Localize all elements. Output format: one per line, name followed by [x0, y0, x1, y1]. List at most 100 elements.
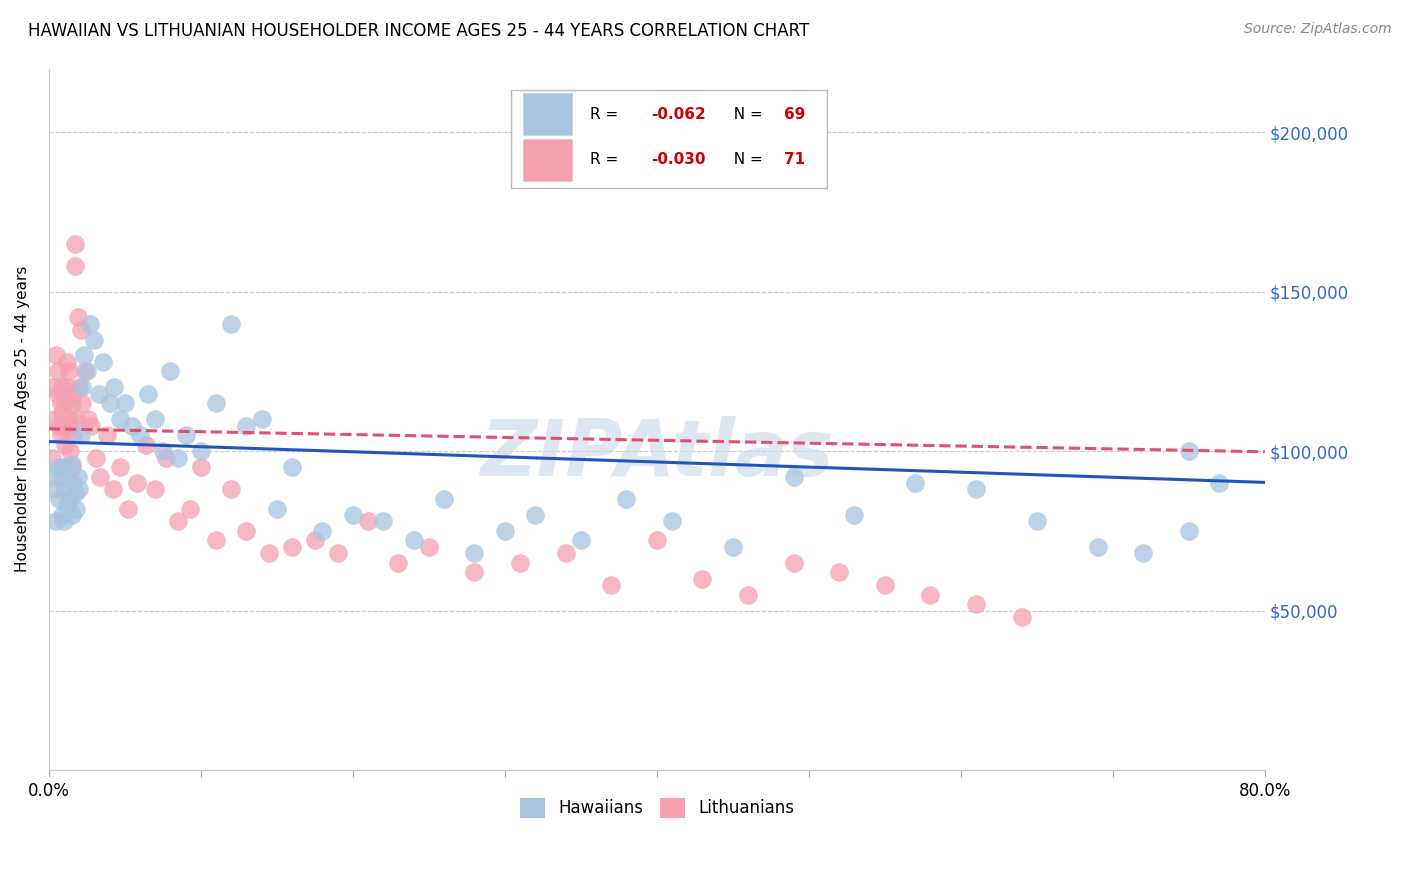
Point [79, 317, 101, 331]
Point [326, 546, 349, 560]
Text: ZIPAtlas: ZIPAtlas [479, 417, 834, 492]
Point [63, 485, 86, 500]
Point [103, 380, 125, 394]
Bar [523, 93, 572, 136]
Point [75, 364, 97, 378]
Point [1025, 514, 1047, 528]
Point [357, 514, 380, 528]
Point [70, 396, 93, 410]
Point [56, 355, 79, 369]
Text: -0.030: -0.030 [651, 153, 706, 167]
Point [46, 364, 69, 378]
Bar [523, 138, 572, 181]
Point [60, 457, 83, 471]
Point [73, 349, 96, 363]
Point [58, 364, 80, 378]
Point [433, 491, 456, 506]
Point [48, 491, 70, 506]
Point [155, 450, 177, 465]
Point [167, 450, 190, 465]
Point [167, 514, 190, 528]
Point [101, 483, 124, 497]
Point [965, 483, 987, 497]
Text: 71: 71 [785, 153, 806, 167]
Point [70, 380, 93, 394]
Point [108, 460, 131, 475]
Point [49, 469, 72, 483]
Point [55, 438, 77, 452]
Point [463, 546, 485, 560]
Point [60, 396, 83, 410]
Point [55, 483, 77, 497]
Point [108, 412, 131, 426]
Point [52, 460, 75, 475]
Y-axis label: Householder Income Ages 25 - 44 years: Householder Income Ages 25 - 44 years [15, 266, 30, 573]
Point [219, 483, 242, 497]
Point [304, 533, 326, 548]
Point [661, 514, 683, 528]
Point [66, 469, 89, 483]
Point [1087, 540, 1109, 554]
Point [60, 508, 83, 522]
Point [524, 508, 547, 522]
Point [645, 533, 668, 548]
Point [51, 380, 73, 394]
Text: Source: ZipAtlas.com: Source: ZipAtlas.com [1244, 22, 1392, 37]
Text: HAWAIIAN VS LITHUANIAN HOUSEHOLDER INCOME AGES 25 - 44 YEARS CORRELATION CHART: HAWAIIAN VS LITHUANIAN HOUSEHOLDER INCOM… [28, 22, 810, 40]
Point [190, 460, 212, 475]
Point [41, 450, 63, 465]
Point [1178, 444, 1201, 458]
Point [58, 412, 80, 426]
Point [52, 418, 75, 433]
Point [45, 514, 67, 528]
Point [89, 469, 111, 483]
Point [67, 483, 90, 497]
Point [65, 412, 87, 426]
Point [51, 508, 73, 522]
Point [48, 418, 70, 433]
Point [45, 349, 67, 363]
Point [494, 524, 516, 538]
Point [281, 460, 304, 475]
Point [965, 597, 987, 611]
Point [114, 396, 136, 410]
Point [59, 444, 82, 458]
Point [402, 533, 425, 548]
Point [844, 508, 866, 522]
Point [121, 418, 143, 433]
Point [46, 386, 69, 401]
Point [96, 428, 118, 442]
Point [190, 444, 212, 458]
Point [205, 533, 228, 548]
Point [219, 317, 242, 331]
Point [44, 412, 66, 426]
Point [135, 438, 157, 452]
Point [205, 396, 228, 410]
Point [373, 514, 395, 528]
Point [1208, 476, 1230, 491]
Point [49, 396, 72, 410]
Point [782, 556, 804, 570]
Point [51, 406, 73, 420]
Point [235, 418, 257, 433]
Point [159, 364, 181, 378]
Point [463, 566, 485, 580]
Text: 69: 69 [785, 107, 806, 121]
Point [143, 483, 166, 497]
Point [281, 540, 304, 554]
Text: R =: R = [591, 107, 623, 121]
Point [44, 483, 66, 497]
Point [52, 514, 75, 528]
Point [569, 533, 592, 548]
Point [418, 540, 440, 554]
Point [62, 386, 84, 401]
Point [117, 501, 139, 516]
Point [143, 412, 166, 426]
Point [250, 412, 273, 426]
Point [136, 386, 159, 401]
Point [782, 469, 804, 483]
Point [49, 428, 72, 442]
Point [509, 556, 531, 570]
Point [56, 499, 79, 513]
Point [93, 355, 115, 369]
